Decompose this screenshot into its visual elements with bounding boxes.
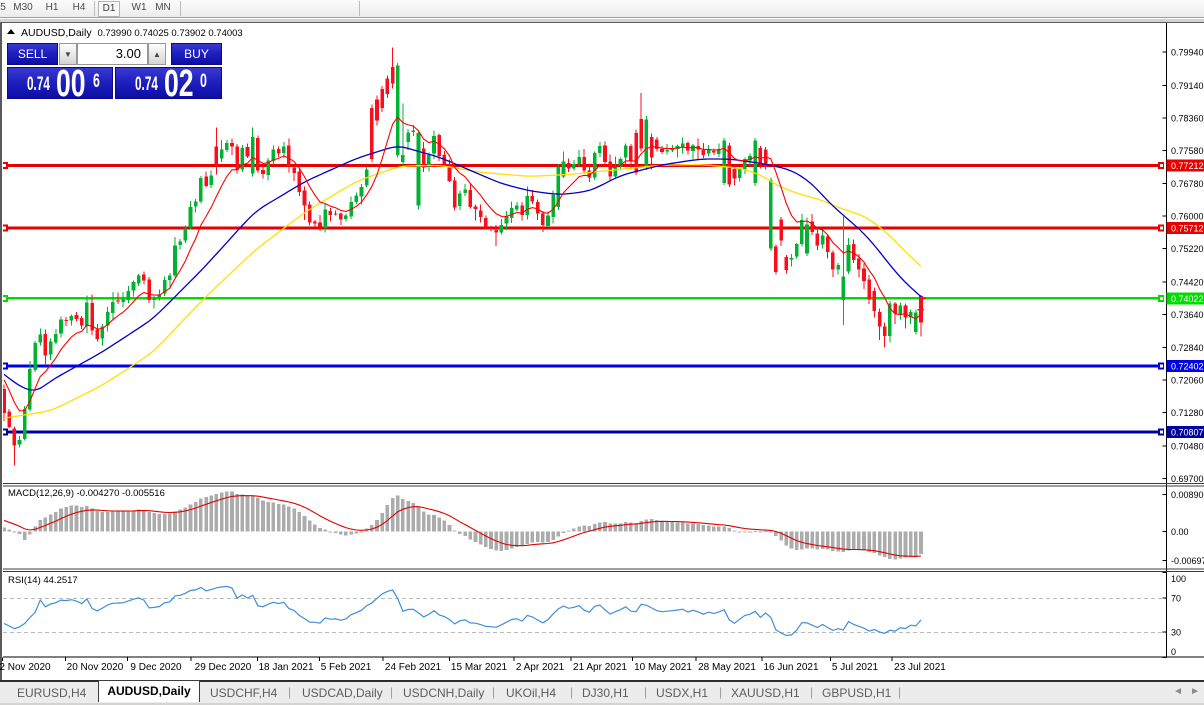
svg-text:20 Nov 2020: 20 Nov 2020 — [67, 662, 124, 673]
svg-text:0.69700: 0.69700 — [1171, 474, 1204, 484]
svg-text:30: 30 — [1171, 628, 1181, 638]
svg-text:-0.00697: -0.00697 — [1171, 556, 1204, 566]
svg-text:MACD(12,26,9) -0.004270 -0.005: MACD(12,26,9) -0.004270 -0.005516 — [8, 488, 165, 499]
svg-text:100: 100 — [1171, 574, 1186, 584]
svg-text:0.74022: 0.74022 — [1171, 294, 1204, 304]
svg-text:0.79940: 0.79940 — [1171, 48, 1204, 58]
svg-text:0.70807: 0.70807 — [1171, 428, 1204, 438]
svg-text:2 Nov 2020: 2 Nov 2020 — [0, 662, 51, 673]
svg-text:0.77580: 0.77580 — [1171, 146, 1204, 156]
svg-text:0.73640: 0.73640 — [1171, 310, 1204, 320]
svg-text:5 Jul 2021: 5 Jul 2021 — [832, 662, 879, 673]
svg-text:0.78360: 0.78360 — [1171, 113, 1204, 123]
svg-text:24 Feb 2021: 24 Feb 2021 — [385, 662, 442, 673]
svg-text:21 Apr 2021: 21 Apr 2021 — [573, 662, 627, 673]
svg-text:0.00890: 0.00890 — [1171, 490, 1204, 500]
svg-text:0.76000: 0.76000 — [1171, 212, 1204, 222]
svg-text:16 Jun 2021: 16 Jun 2021 — [763, 662, 818, 673]
svg-text:70: 70 — [1171, 594, 1181, 604]
svg-text:0.74420: 0.74420 — [1171, 277, 1204, 287]
svg-text:0.72840: 0.72840 — [1171, 343, 1204, 353]
svg-text:9 Dec 2020: 9 Dec 2020 — [130, 662, 182, 673]
svg-text:28 May 2021: 28 May 2021 — [698, 662, 756, 673]
svg-text:0.79140: 0.79140 — [1171, 81, 1204, 91]
svg-text:0: 0 — [1171, 647, 1176, 657]
svg-text:0.77212: 0.77212 — [1171, 161, 1204, 171]
svg-text:0.75220: 0.75220 — [1171, 244, 1204, 254]
svg-text:0.72060: 0.72060 — [1171, 376, 1204, 386]
svg-text:0.76780: 0.76780 — [1171, 179, 1204, 189]
svg-text:0.72402: 0.72402 — [1171, 361, 1204, 371]
svg-text:23 Jul 2021: 23 Jul 2021 — [894, 662, 946, 673]
svg-text:RSI(14) 44.2517: RSI(14) 44.2517 — [8, 575, 78, 586]
svg-text:0.75712: 0.75712 — [1171, 224, 1204, 234]
svg-text:18 Jan 2021: 18 Jan 2021 — [258, 662, 313, 673]
svg-text:0.71280: 0.71280 — [1171, 408, 1204, 418]
svg-text:15 Mar 2021: 15 Mar 2021 — [451, 662, 508, 673]
svg-text:5 Feb 2021: 5 Feb 2021 — [321, 662, 372, 673]
svg-text:10 May 2021: 10 May 2021 — [634, 662, 692, 673]
svg-text:2 Apr 2021: 2 Apr 2021 — [516, 662, 565, 673]
svg-text:29 Dec 2020: 29 Dec 2020 — [195, 662, 252, 673]
svg-text:0.00: 0.00 — [1171, 527, 1189, 537]
svg-text:0.70480: 0.70480 — [1171, 441, 1204, 451]
